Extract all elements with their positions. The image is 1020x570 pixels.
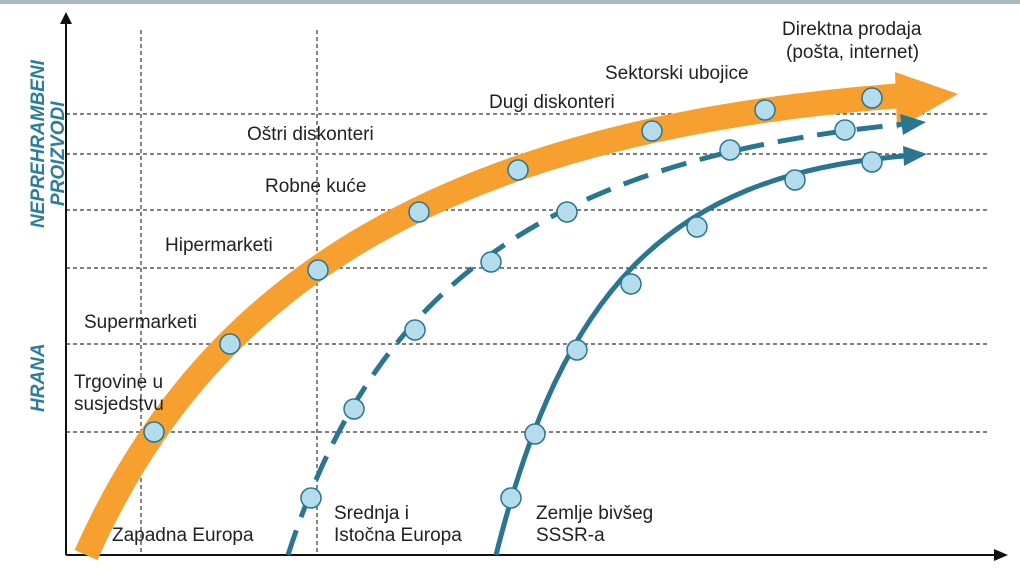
marker-ussr-2 — [524, 423, 546, 445]
central-eastern-europe-arrowhead — [900, 114, 926, 135]
marker-western-3 — [307, 259, 329, 281]
marker-central-1 — [300, 487, 322, 509]
marker-ussr-7 — [861, 151, 883, 173]
top-border — [0, 0, 1020, 4]
y-label-nonfood-line1: NEPREHRAMBENI — [28, 59, 49, 228]
marker-western-5 — [507, 159, 529, 181]
former-ussr-curve — [493, 153, 906, 556]
marker-western-7 — [754, 99, 776, 121]
label-central-eastern-europe-line2: Istočna Europa — [334, 525, 462, 546]
label-supermarkets: Supermarketi — [84, 312, 197, 333]
marker-ussr-3 — [566, 339, 588, 361]
marker-central-6 — [719, 139, 741, 161]
marker-ussr-5 — [686, 216, 708, 238]
label-direct-sales-line1: Direktna prodaja — [782, 19, 922, 40]
label-long-discounters: Dugi diskonteri — [489, 92, 615, 113]
x-axis-arrowhead — [994, 549, 1008, 561]
marker-western-2 — [219, 333, 241, 355]
marker-ussr-4 — [620, 273, 642, 295]
label-former-ussr-line1: Zemlje bivšeg — [536, 503, 653, 524]
marker-western-1 — [143, 421, 165, 443]
label-neighbourhood-stores-line2: susjedstvu — [74, 394, 164, 415]
label-category-killers: Sektorski ubojice — [605, 63, 749, 84]
label-central-eastern-europe-line1: Srednja i — [334, 503, 409, 524]
marker-ussr-6 — [784, 169, 806, 191]
marker-central-2 — [343, 398, 365, 420]
label-direct-sales-line2: (pošta, internet) — [786, 42, 919, 63]
marker-central-5 — [556, 201, 578, 223]
western-europe-curve — [74, 82, 911, 561]
marker-central-4 — [480, 251, 502, 273]
western-europe-arrowhead — [895, 72, 958, 129]
marker-western-4 — [408, 201, 430, 223]
y-label-nonfood-line2: PROIZVODI — [48, 101, 69, 206]
label-hypermarkets: Hipermarketi — [165, 235, 273, 256]
marker-ussr-1 — [500, 487, 522, 509]
y-axis-arrowhead — [60, 12, 72, 24]
label-former-ussr-line2: SSSR-a — [536, 525, 605, 546]
marker-central-3 — [404, 319, 426, 341]
former-ussr-arrowhead — [903, 146, 927, 166]
label-department-stores: Robne kuće — [265, 176, 366, 197]
central-eastern-europe-curve — [285, 121, 906, 556]
marker-western-6 — [641, 120, 663, 142]
label-western-europe: Zapadna Europa — [112, 525, 254, 546]
label-hard-discounters: Oštri diskonteri — [247, 124, 374, 145]
marker-western-8 — [861, 87, 883, 109]
y-label-food: HRANA — [28, 343, 49, 412]
marker-central-7 — [834, 119, 856, 141]
label-neighbourhood-stores-line1: Trgovine u — [74, 372, 163, 393]
